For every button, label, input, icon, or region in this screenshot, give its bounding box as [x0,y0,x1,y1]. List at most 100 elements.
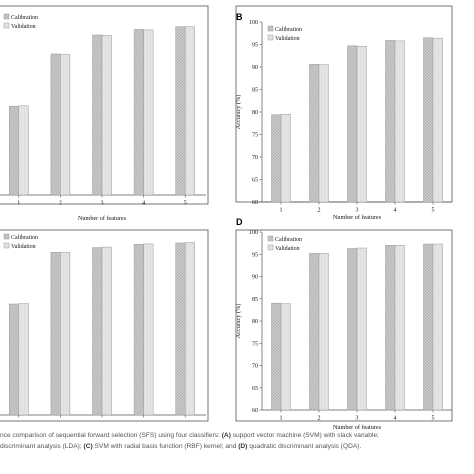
caption-text: SVM with radial basis function (RBF) ker… [92,443,239,450]
caption-panel-c: (C) [83,443,93,450]
y-tick-label: 95 [252,252,258,258]
bar-calibration-4 [133,244,144,416]
chart-panel-b: B 60 65 70 75 80 85 90 95 100 Accuracy (%) 1 2 3 4 5 Num… [235,5,453,221]
y-tick-label: 80 [252,319,258,325]
chart-panel-a: 1 2 3 4 5 Number of features Calibration Valida… [0,5,209,222]
bar-calibration-2 [50,53,61,196]
bar-validation-4 [394,40,405,203]
y-tick-label: 75 [252,341,258,347]
y-tick-label: 100 [249,20,258,26]
x-tick-label: 3 [356,416,359,422]
bar-validation-2 [60,251,71,416]
y-tick-label: 90 [252,65,258,71]
bar-validation-2 [60,54,71,196]
x-tick-label: 4 [394,208,397,214]
bar-validation-1 [280,303,291,411]
bar-calibration-5 [423,37,434,203]
legend-label-calibration: Calibration [275,27,302,33]
chart-frame [0,5,209,205]
bar-validation-1 [18,105,29,196]
caption-panel-a: (A) [221,432,231,439]
y-tick-label: 60 [252,408,258,414]
y-tick-label: 70 [252,155,258,161]
bar-validation-3 [356,247,367,411]
y-tick-label: 100 [249,230,258,236]
legend-label-validation: Validation [11,244,36,250]
bar-calibration-2 [50,251,61,416]
legend-swatch-calibration [3,13,10,20]
bar-calibration-5 [175,242,186,416]
bar-validation-2 [318,253,329,411]
legend-label-validation: Validation [275,246,300,252]
figure-caption-line-2: discriminant analysis (LDA); (C) SVM wit… [0,443,474,450]
bar-calibration-5 [423,243,434,411]
y-tick-label: 95 [252,43,258,49]
caption-text: quadratic discriminant analysis (QDA). [247,443,362,450]
legend-label-validation: Validation [11,24,36,30]
bar-calibration-2 [309,253,320,411]
legend-swatch-validation [3,242,10,249]
x-tick-label: 1 [17,201,20,207]
legend-swatch-validation [267,244,274,251]
bar-calibration-3 [347,248,358,411]
bar-calibration-3 [92,247,103,416]
x-tick-label: 1 [280,416,283,422]
panel-label: D [236,217,243,227]
x-tick-label: 2 [318,416,321,422]
legend-label-calibration: Calibration [11,235,38,241]
bar-calibration-1 [9,303,20,416]
y-axis-title: Accuracy (%) [235,95,242,130]
y-tick-label: 75 [252,133,258,139]
y-tick-label: 60 [252,200,258,206]
bar-validation-5 [184,26,195,196]
x-tick-label: 5 [432,416,435,422]
y-tick-label: 80 [252,110,258,116]
bar-calibration-1 [271,302,282,411]
figure-caption-line-1: nce comparison of sequential forward sel… [0,432,474,439]
y-tick-label: 90 [252,275,258,281]
bar-validation-1 [280,114,291,203]
bar-validation-3 [356,46,367,203]
y-tick-label: 70 [252,364,258,370]
y-tick-label: 65 [252,386,258,392]
legend-label-calibration: Calibration [275,237,302,243]
x-axis-title: Number of features [333,214,382,221]
legend-swatch-calibration [267,25,274,32]
legend-swatch-validation [267,34,274,41]
legend-swatch-calibration [267,235,274,242]
bar-validation-4 [394,245,405,411]
x-tick-label: 5 [184,201,187,207]
chart-frame [0,229,209,422]
x-tick-label: 2 [59,201,62,207]
legend-swatch-calibration [3,233,10,240]
x-tick-label: 2 [318,208,321,214]
y-tick-label: 65 [252,178,258,184]
legend-label-calibration: Calibration [11,15,38,21]
bar-calibration-4 [133,29,144,196]
x-axis-title: Number of features [333,424,382,431]
y-axis-title: Accuracy (%) [235,304,242,339]
bar-validation-4 [143,243,154,416]
x-tick-label: 3 [356,208,359,214]
x-tick-label: 4 [394,416,397,422]
caption-text: support vector machine (SVM) with slack … [230,432,379,439]
bar-validation-5 [184,242,195,416]
bar-validation-4 [143,29,154,196]
x-tick-label: 5 [432,208,435,214]
panel-label: B [236,12,243,22]
x-tick-label: 1 [280,208,283,214]
chart-panel-c: Calibration Validation [0,229,209,422]
legend-label-validation: Validation [275,36,300,42]
caption-text: discriminant analysis (LDA); [0,443,84,450]
y-tick-label: 85 [252,88,258,94]
bar-validation-3 [101,246,112,416]
charts-group: 1 2 3 4 5 Number of features Calibration Valida… [0,5,453,431]
chart-panel-d: D 60 65 70 75 80 85 90 95 100 Accuracy (%) 1 2 3 4 5 Num… [235,217,453,431]
caption-text: nce comparison of sequential forward sel… [0,432,222,439]
x-tick-label: 3 [101,201,104,207]
bar-validation-5 [432,37,443,203]
bar-calibration-4 [385,40,396,203]
bar-validation-3 [101,35,112,196]
legend-swatch-validation [3,22,10,29]
bar-calibration-1 [9,105,20,196]
